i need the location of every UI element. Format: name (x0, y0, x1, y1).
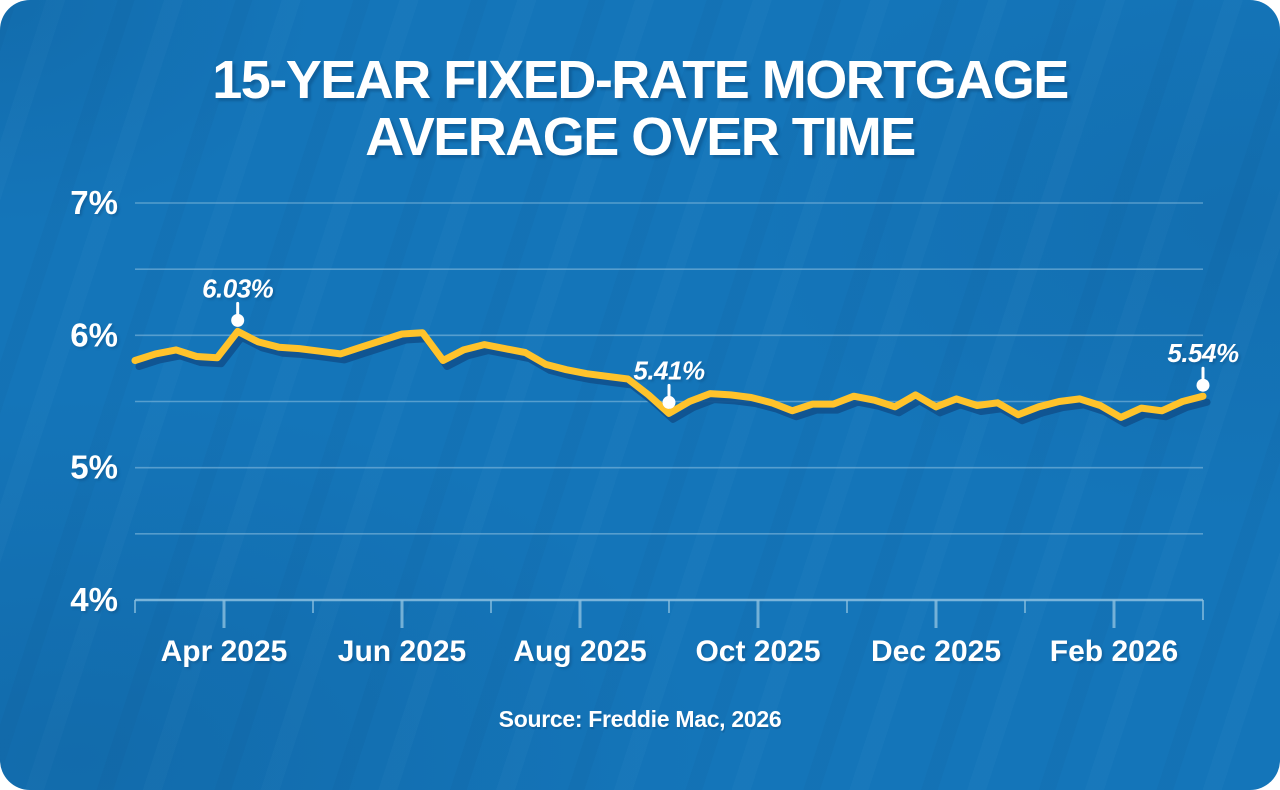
chart-title-line-1: 15-YEAR FIXED-RATE MORTGAGE (212, 50, 1069, 110)
x-tick-label: Aug 2025 (513, 635, 646, 668)
y-tick-label: 5% (70, 449, 118, 486)
source-caption: Source: Freddie Mac, 2026 (498, 706, 782, 732)
x-tick-label: Dec 2025 (871, 635, 1001, 668)
annotation-5.54%: 5.54% (1167, 338, 1239, 392)
annotation-5.41%: 5.41% (633, 355, 705, 409)
annotation-label: 6.03% (202, 273, 274, 303)
x-tick-label: Feb 2026 (1050, 635, 1178, 668)
annotation-dot (662, 395, 676, 409)
y-tick-label: 7% (70, 184, 118, 221)
x-tick-label: Oct 2025 (695, 635, 820, 668)
y-tick-label: 6% (70, 316, 118, 353)
annotation-label: 5.54% (1167, 338, 1239, 368)
annotation-6.03%: 6.03% (202, 273, 274, 327)
rate-line (131, 327, 1207, 421)
y-tick-label: 4% (70, 581, 118, 618)
chart-title-line-2: AVERAGE OVER TIME (365, 106, 916, 167)
x-tick-label: Apr 2025 (161, 635, 288, 668)
chart-title: 15-YEAR FIXED-RATE MORTGAGE AVERAGE OVER… (0, 52, 1280, 165)
rate-line-shadow (135, 333, 1211, 427)
annotation-dot (231, 313, 245, 327)
x-tick-label: Jun 2025 (338, 635, 466, 668)
annotation-dot (1196, 378, 1210, 392)
annotation-label: 5.41% (633, 355, 705, 385)
